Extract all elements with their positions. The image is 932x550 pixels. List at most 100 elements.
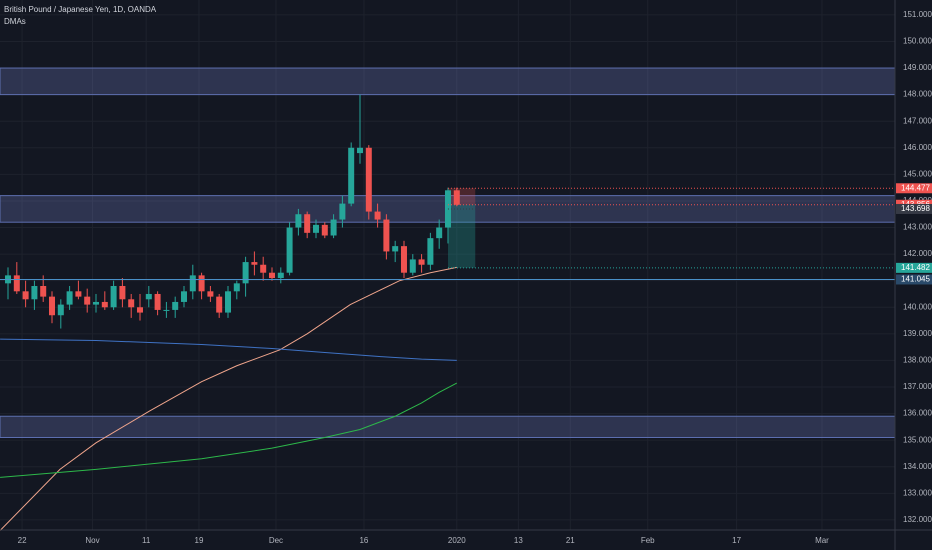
candle-body bbox=[110, 285, 117, 308]
candle-body bbox=[453, 190, 460, 205]
zone bbox=[0, 415, 896, 439]
plot bbox=[0, 67, 896, 531]
stop-zone bbox=[447, 188, 476, 205]
x-tick-label: 16 bbox=[359, 536, 368, 545]
axes: 132.000 133.000 134.000 135.000 136.000 137.0… bbox=[18, 10, 932, 545]
price-label: 144.477 bbox=[901, 183, 930, 192]
zone bbox=[0, 67, 896, 96]
candle-body bbox=[66, 291, 73, 305]
indicator-name: DMAs bbox=[4, 17, 26, 26]
candle-body bbox=[84, 296, 91, 305]
candle-body bbox=[383, 219, 390, 252]
x-tick-label: 2020 bbox=[448, 536, 466, 545]
moving-average bbox=[0, 338, 457, 361]
price-label: 141.045 bbox=[901, 275, 930, 284]
moving-average bbox=[0, 382, 458, 478]
y-tick-label: 135.000 bbox=[903, 435, 932, 444]
y-tick-label: 133.000 bbox=[903, 488, 932, 497]
x-tick-label: 19 bbox=[195, 536, 204, 545]
x-tick-label: 21 bbox=[566, 536, 575, 545]
candle-body bbox=[312, 224, 319, 233]
candle-body bbox=[251, 262, 258, 265]
candle-body bbox=[392, 246, 399, 252]
candle-body bbox=[137, 307, 144, 313]
candle-body bbox=[304, 214, 311, 233]
candle-body bbox=[49, 296, 56, 316]
y-tick-label: 136.000 bbox=[903, 409, 932, 418]
y-tick-label: 138.000 bbox=[903, 356, 932, 365]
y-tick-label: 140.000 bbox=[903, 302, 932, 311]
y-tick-label: 134.000 bbox=[903, 462, 932, 471]
candle-body bbox=[101, 301, 108, 308]
x-tick-label: Nov bbox=[85, 536, 99, 545]
y-tick-label: 149.000 bbox=[903, 63, 932, 72]
price-label-box bbox=[896, 274, 932, 285]
candle-body bbox=[154, 293, 161, 310]
y-tick-label: 146.000 bbox=[903, 143, 932, 152]
candle-body bbox=[260, 264, 267, 273]
candle-body bbox=[365, 147, 372, 212]
candle-body bbox=[339, 203, 346, 220]
candle-body bbox=[93, 301, 100, 305]
candle-body bbox=[22, 291, 29, 300]
candle-body bbox=[330, 219, 337, 236]
candle-body bbox=[295, 214, 302, 228]
candle-body bbox=[13, 275, 20, 292]
candle-body bbox=[374, 211, 381, 220]
price-label-box bbox=[896, 203, 932, 214]
x-tick-label: 22 bbox=[18, 536, 27, 545]
candle-body bbox=[189, 275, 196, 292]
candle-body bbox=[180, 291, 187, 302]
price-label: 141.482 bbox=[901, 263, 930, 272]
moving-average bbox=[0, 266, 457, 531]
candle-body bbox=[436, 227, 443, 239]
candle-body bbox=[198, 275, 205, 292]
candle-body bbox=[128, 299, 135, 308]
x-tick-label: Dec bbox=[269, 536, 283, 545]
candle-body bbox=[348, 147, 355, 204]
x-tick-label: Mar bbox=[815, 536, 829, 545]
candle-body bbox=[75, 291, 82, 297]
candle-body bbox=[409, 259, 416, 273]
candle-body bbox=[268, 272, 275, 279]
x-tick-label: Feb bbox=[641, 536, 655, 545]
candle-body bbox=[277, 272, 284, 279]
candle-body bbox=[119, 285, 126, 300]
chart-title: British Pound / Japanese Yen, 1D, OANDA bbox=[4, 5, 157, 14]
candle-body bbox=[207, 291, 214, 297]
price-label: 143.698 bbox=[901, 204, 930, 213]
candle-body bbox=[418, 259, 425, 265]
target-zone bbox=[447, 204, 476, 268]
y-tick-label: 147.000 bbox=[903, 116, 932, 125]
candle-body bbox=[321, 224, 328, 236]
candle-body bbox=[172, 301, 179, 310]
x-tick-label: 11 bbox=[142, 536, 151, 545]
y-tick-label: 132.000 bbox=[903, 515, 932, 524]
candle-body bbox=[31, 285, 38, 300]
x-tick-label: 13 bbox=[514, 536, 523, 545]
y-tick-label: 145.000 bbox=[903, 169, 932, 178]
candle-body bbox=[216, 296, 223, 313]
candle-body bbox=[400, 246, 407, 273]
x-tick-label: 17 bbox=[732, 536, 741, 545]
candle-body bbox=[40, 285, 47, 297]
candle-body bbox=[224, 291, 231, 313]
y-tick-label: 148.000 bbox=[903, 90, 932, 99]
y-tick-label: 142.000 bbox=[903, 249, 932, 258]
y-tick-label: 139.000 bbox=[903, 329, 932, 338]
candle-body bbox=[286, 227, 293, 273]
y-tick-label: 143.000 bbox=[903, 223, 932, 232]
candle-body bbox=[242, 262, 249, 284]
candle-body bbox=[427, 238, 434, 265]
y-tick-label: 137.000 bbox=[903, 382, 932, 391]
candle-body bbox=[233, 283, 240, 292]
candle-body bbox=[57, 304, 64, 316]
candle-body bbox=[356, 147, 363, 154]
price-label-box bbox=[896, 262, 932, 273]
y-tick-label: 150.000 bbox=[903, 37, 932, 46]
price-label-box bbox=[896, 183, 932, 194]
y-tick-label: 151.000 bbox=[903, 10, 932, 19]
candle-body bbox=[163, 309, 170, 311]
